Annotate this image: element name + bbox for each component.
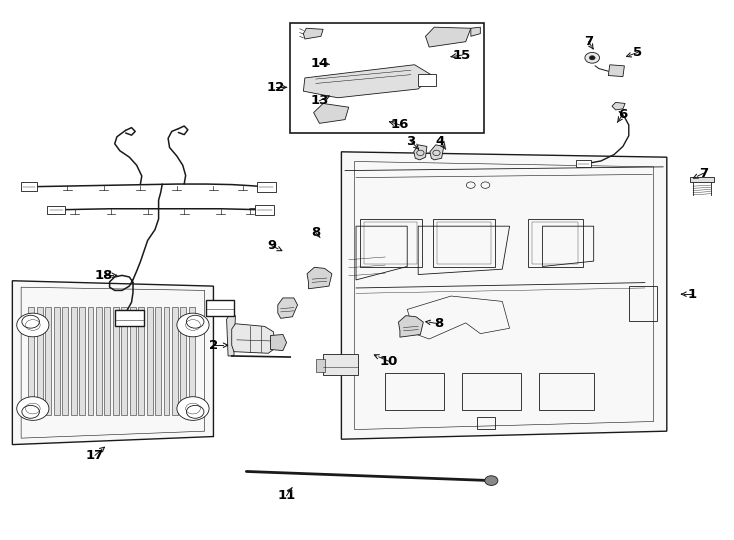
Polygon shape [227, 314, 236, 356]
Bar [532, 222, 578, 264]
Polygon shape [430, 145, 444, 160]
Text: 3: 3 [406, 134, 415, 147]
Text: 5: 5 [633, 46, 642, 59]
Bar [130, 307, 136, 415]
Circle shape [22, 406, 40, 419]
Polygon shape [232, 323, 275, 353]
Circle shape [186, 315, 204, 328]
Bar [290, 23, 484, 133]
Bar [48, 206, 65, 214]
Bar [418, 74, 437, 86]
Polygon shape [313, 104, 349, 123]
Bar [323, 354, 358, 375]
Circle shape [186, 406, 204, 419]
Polygon shape [303, 28, 323, 39]
Bar [528, 219, 583, 267]
Bar [29, 307, 34, 415]
Circle shape [17, 397, 49, 420]
Bar [189, 307, 195, 415]
Bar [37, 307, 43, 415]
Bar [79, 307, 85, 415]
Circle shape [177, 397, 209, 420]
Bar [172, 307, 178, 415]
Text: 15: 15 [453, 49, 471, 62]
Polygon shape [270, 334, 286, 350]
Bar [255, 205, 274, 215]
Polygon shape [612, 103, 625, 110]
Bar [364, 222, 418, 264]
Circle shape [589, 56, 595, 60]
Circle shape [22, 315, 40, 328]
Bar [257, 182, 275, 192]
Circle shape [177, 313, 209, 337]
Bar [115, 310, 144, 326]
Polygon shape [341, 152, 666, 439]
Bar [70, 307, 76, 415]
Text: 1: 1 [688, 288, 697, 301]
Text: 11: 11 [277, 489, 296, 502]
Text: 7: 7 [699, 167, 708, 180]
Polygon shape [307, 267, 332, 289]
Polygon shape [399, 316, 424, 337]
Text: 8: 8 [434, 317, 443, 330]
Bar [96, 307, 102, 415]
Bar [181, 307, 186, 415]
Text: 8: 8 [311, 226, 321, 239]
Polygon shape [470, 27, 480, 36]
Bar [690, 177, 713, 183]
Polygon shape [277, 298, 297, 319]
Bar [629, 286, 657, 321]
Bar [87, 307, 93, 415]
Text: 2: 2 [209, 339, 218, 352]
Bar [206, 300, 234, 316]
Text: 10: 10 [379, 355, 398, 368]
Polygon shape [414, 145, 427, 160]
Bar [164, 307, 170, 415]
Circle shape [17, 313, 49, 337]
Bar [360, 219, 422, 267]
Bar [539, 373, 594, 410]
Text: 18: 18 [95, 269, 113, 282]
Text: 12: 12 [266, 81, 285, 94]
Bar [147, 307, 153, 415]
Text: 6: 6 [618, 107, 628, 121]
Bar [476, 417, 495, 429]
Bar [104, 307, 110, 415]
Bar [433, 219, 495, 267]
Bar [121, 307, 127, 415]
Text: 4: 4 [435, 134, 445, 147]
Bar [385, 373, 444, 410]
Bar [138, 307, 144, 415]
Text: 13: 13 [310, 94, 329, 107]
Bar [21, 183, 37, 191]
Polygon shape [426, 27, 470, 47]
Bar [316, 359, 324, 372]
Text: 9: 9 [267, 239, 277, 252]
Bar [462, 373, 520, 410]
Text: 16: 16 [390, 118, 409, 131]
Polygon shape [608, 65, 625, 77]
Text: 7: 7 [584, 35, 593, 48]
Bar [54, 307, 59, 415]
Circle shape [585, 52, 600, 63]
Bar [113, 307, 119, 415]
Polygon shape [303, 65, 433, 98]
Bar [576, 160, 591, 167]
Bar [62, 307, 68, 415]
Polygon shape [12, 281, 214, 444]
Circle shape [484, 476, 498, 485]
Bar [437, 222, 490, 264]
Bar [155, 307, 161, 415]
Text: 17: 17 [86, 449, 104, 462]
Bar [46, 307, 51, 415]
Text: 14: 14 [310, 57, 329, 70]
